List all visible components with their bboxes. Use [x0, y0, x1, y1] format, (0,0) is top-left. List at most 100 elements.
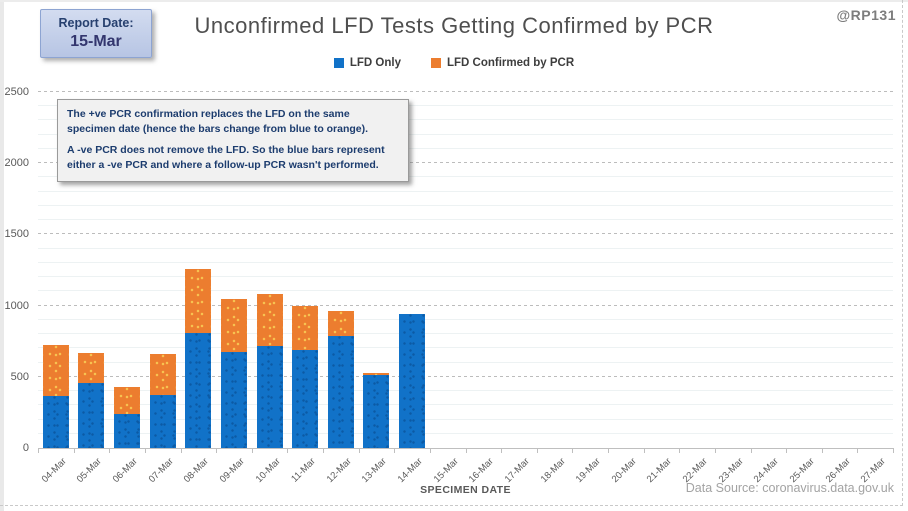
major-gridline	[38, 162, 893, 164]
x-axis-tick	[750, 448, 752, 453]
major-gridline	[38, 304, 893, 306]
x-axis-tick	[323, 448, 324, 453]
bar-segment-lfd-confirmed	[220, 298, 247, 352]
y-axis-label: 500	[10, 370, 29, 383]
bar-14-Mar	[399, 314, 426, 448]
bar-segment-lfd-only	[185, 333, 212, 448]
minor-gridline	[38, 418, 893, 420]
major-gridline	[38, 375, 893, 377]
bar-09-Mar	[220, 298, 247, 448]
bar-05-Mar	[78, 353, 105, 448]
report-date-box: Report Date: 15-Mar	[40, 9, 152, 58]
x-axis-tick	[786, 448, 788, 453]
bar-segment-lfd-confirmed	[185, 269, 212, 334]
x-axis-label: 09-Mar	[217, 456, 247, 486]
bar-segment-lfd-confirmed	[78, 353, 105, 383]
x-axis-tick	[572, 448, 574, 453]
data-source-credit: Data Source: coronavirus.data.gov.uk	[685, 481, 894, 495]
minor-gridline	[38, 290, 893, 292]
x-axis-tick	[429, 448, 431, 453]
bar-segment-lfd-confirmed	[42, 344, 69, 397]
frame-edge-left	[0, 0, 4, 511]
legend-item-lfd-confirmed: LFD Confirmed by PCR	[430, 57, 575, 69]
minor-gridline	[38, 261, 893, 263]
x-axis-tick	[679, 448, 681, 453]
page-title: Unconfirmed LFD Tests Getting Confirmed …	[194, 13, 714, 38]
x-axis-tick	[251, 448, 253, 453]
chart-legend: LFD Only LFD Confirmed by PCR	[0, 57, 908, 69]
x-axis-tick	[287, 448, 289, 453]
x-axis-tick	[857, 448, 859, 453]
x-axis-label: 14-Mar	[395, 456, 425, 486]
x-axis-tick	[358, 448, 360, 453]
legend-label: LFD Confirmed by PCR	[446, 57, 575, 69]
legend-swatch-orange-icon	[430, 58, 441, 68]
x-axis-tick	[73, 448, 75, 453]
minor-gridline	[38, 176, 893, 178]
minor-gridline	[38, 147, 893, 149]
y-axis-label: 0	[22, 442, 29, 454]
bar-08-Mar	[185, 269, 212, 448]
y-axis-label: 1000	[4, 299, 29, 312]
x-axis-label: 21-Mar	[645, 456, 675, 486]
minor-gridline	[38, 190, 893, 192]
minor-gridline	[38, 276, 893, 278]
legend-swatch-blue-icon	[333, 58, 344, 68]
x-axis-label: 16-Mar	[467, 456, 497, 486]
bar-segment-lfd-confirmed	[363, 372, 390, 376]
frame-edge-top	[0, 0, 908, 2]
bar-06-Mar	[114, 386, 141, 448]
bar-segment-lfd-confirmed	[256, 293, 283, 347]
bar-segment-lfd-only	[78, 382, 105, 448]
bar-segment-lfd-confirmed	[327, 310, 354, 336]
minor-gridline	[38, 361, 893, 363]
bar-segment-lfd-only	[149, 395, 176, 448]
bar-segment-lfd-only	[292, 350, 319, 448]
x-axis-label: 10-Mar	[253, 456, 283, 486]
x-axis-label: 15-Mar	[431, 456, 461, 486]
x-axis-label: 17-Mar	[502, 456, 532, 486]
bar-segment-lfd-only	[42, 396, 69, 448]
x-axis-tick	[465, 448, 467, 453]
x-axis-label: 13-Mar	[360, 456, 390, 486]
annotation-paragraph-2: A -ve PCR does not remove the LFD. So th…	[67, 144, 385, 172]
legend-item-lfd-only: LFD Only	[333, 57, 401, 69]
bar-segment-lfd-only	[363, 375, 390, 448]
x-axis-label: 07-Mar	[146, 456, 176, 486]
y-axis-label: 1500	[4, 228, 29, 241]
bar-segment-lfd-only	[327, 335, 354, 448]
bar-segment-lfd-only	[220, 351, 247, 448]
minor-gridline	[38, 133, 893, 135]
minor-gridline	[38, 347, 893, 349]
bar-segment-lfd-only	[256, 346, 283, 448]
y-axis-label: 2000	[4, 157, 29, 170]
y-axis-label: 2500	[4, 86, 29, 98]
bar-segment-lfd-only	[114, 413, 141, 448]
minor-gridline	[38, 119, 893, 121]
x-axis-tick	[180, 448, 182, 453]
minor-gridline	[38, 105, 893, 107]
x-axis-label: 06-Mar	[110, 456, 140, 486]
minor-gridline	[38, 390, 893, 392]
x-axis-label: 20-Mar	[609, 456, 639, 486]
plot-area	[38, 91, 893, 448]
x-axis-tick	[893, 448, 894, 453]
report-date-label: Report Date:	[58, 16, 134, 31]
minor-gridline	[38, 204, 893, 206]
bar-segment-lfd-only	[399, 314, 426, 448]
x-axis-tick	[38, 448, 39, 453]
x-axis-tick	[643, 448, 645, 453]
x-axis-label: 12-Mar	[324, 456, 354, 486]
x-axis-label: 11-Mar	[289, 456, 318, 485]
author-handle: @RP131	[836, 7, 896, 23]
x-axis-tick	[608, 448, 609, 453]
minor-gridline	[38, 219, 893, 221]
bar-segment-lfd-confirmed	[149, 354, 176, 396]
x-axis-tick	[501, 448, 503, 453]
minor-gridline	[38, 432, 893, 434]
major-gridline	[38, 233, 893, 235]
bar-04-Mar	[42, 344, 69, 448]
x-axis-label: 18-Mar	[538, 456, 568, 486]
x-axis-tick	[109, 448, 111, 453]
minor-gridline	[38, 247, 893, 249]
